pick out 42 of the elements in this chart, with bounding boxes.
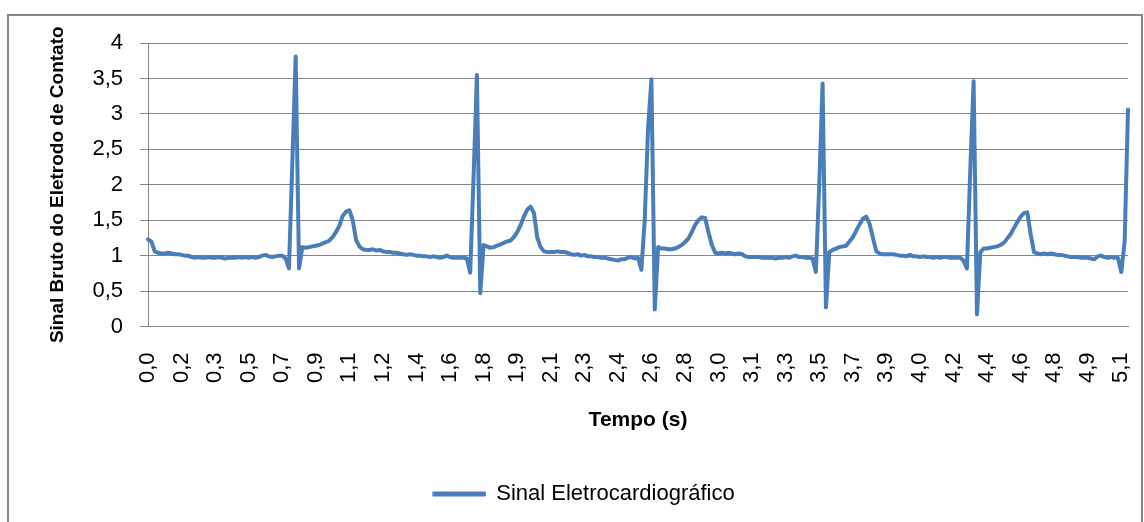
y-axis-title: Sinal Bruto do Eletrodo de Contato: [45, 26, 67, 344]
x-tick-label: 0,7: [268, 352, 294, 384]
x-tick-label: 1,2: [368, 352, 394, 384]
x-tick-label: 4,8: [1040, 352, 1066, 384]
x-tick-label: 4,0: [905, 352, 931, 384]
x-tick-label: 3,3: [771, 352, 797, 384]
x-tick-label: 1,9: [503, 352, 529, 384]
y-tick-label: 1: [110, 241, 123, 267]
y-tick-label: 1,5: [92, 206, 123, 232]
legend-label: Sinal Eletrocardiográfico: [496, 480, 735, 506]
x-tick-label: 2,6: [637, 352, 663, 384]
x-tick-label: 4,2: [939, 352, 965, 384]
x-tick-label: 4,6: [1006, 352, 1032, 384]
x-tick-label: 1,8: [469, 352, 495, 384]
x-tick-label: 1,4: [402, 352, 428, 384]
x-tick-label: 2,8: [671, 352, 697, 384]
x-tick-label: 4,4: [973, 352, 999, 384]
x-tick-label: 3,1: [738, 352, 764, 384]
x-tick-label: 0,5: [234, 352, 260, 384]
y-tick-label: 3: [110, 99, 123, 125]
x-tick-label: 3,9: [872, 352, 898, 384]
x-tick-label: 4,9: [1073, 352, 1099, 384]
y-tick-label: 4: [110, 29, 123, 55]
x-tick-label: 0,2: [167, 352, 193, 384]
y-tick-label: 3,5: [92, 64, 123, 90]
x-tick-label: 0,9: [301, 352, 327, 384]
x-tick-label: 2,1: [536, 352, 562, 384]
y-tick-label: 2: [110, 170, 123, 196]
x-tick-label: 1,6: [436, 352, 462, 384]
x-tick-label: 3,0: [704, 352, 730, 384]
x-tick-label: 2,3: [570, 352, 596, 384]
x-axis-title: Tempo (s): [588, 406, 688, 430]
y-tick-label: 0,5: [92, 277, 123, 303]
x-tick-label: 0,3: [201, 352, 227, 384]
x-tick-label: 3,5: [805, 352, 831, 384]
y-tick-label: 2,5: [92, 135, 123, 161]
x-tick-label: 0,0: [134, 352, 160, 384]
y-tick-label: 0: [110, 312, 123, 338]
x-tick-label: 2,4: [603, 352, 629, 384]
x-tick-label: 5,1: [1107, 352, 1133, 384]
x-tick-label: 1,1: [335, 352, 361, 384]
x-tick-label: 3,7: [838, 352, 864, 384]
